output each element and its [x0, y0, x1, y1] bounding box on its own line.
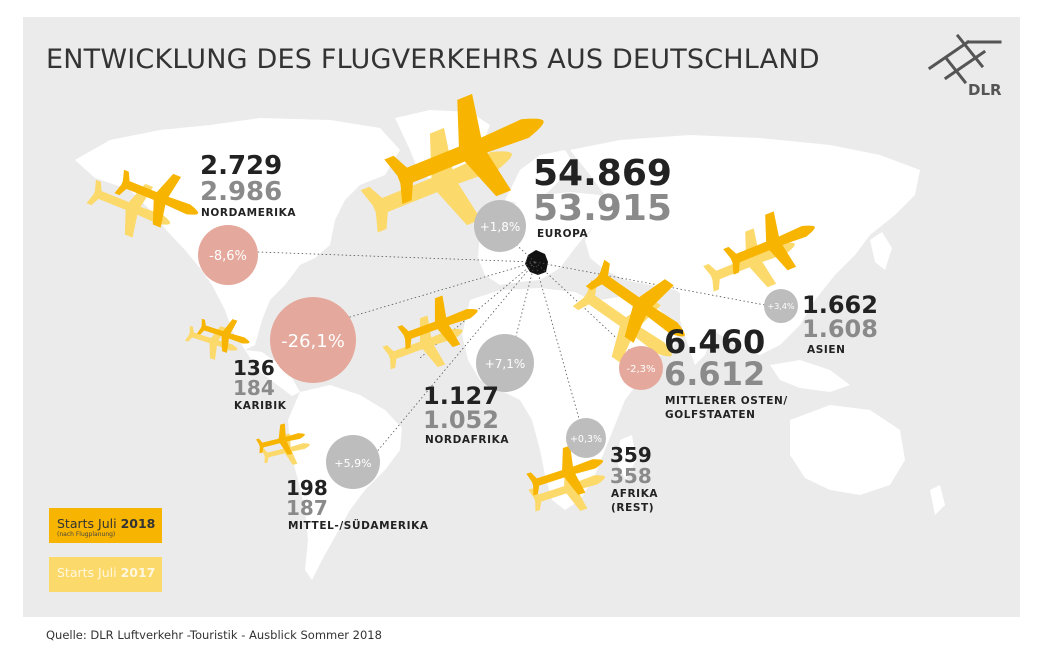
value-2018-europa: 54.869 — [533, 153, 672, 194]
label-afrika-rest-line1: AFRIKA — [611, 488, 658, 500]
legend-2018-note: (nach Flugplanung) — [57, 531, 116, 538]
change-circle-mittel-suedamerika — [326, 435, 380, 489]
dlr-logo — [927, 33, 1002, 85]
value-2017-nordafrika: 1.052 — [423, 406, 499, 434]
value-2018-nordafrika: 1.127 — [423, 382, 499, 410]
label-nordamerika: NORDAMERIKA — [201, 207, 296, 219]
change-circle-afrika-rest — [566, 418, 606, 458]
continent-asia — [570, 135, 920, 355]
value-2017-nordamerika: 2.986 — [200, 177, 282, 207]
source-note: Quelle: DLR Luftverkehr -Touristik - Aus… — [46, 628, 382, 642]
legend-2018: Starts Juli 2018 (nach Flugplanung) — [49, 508, 162, 543]
value-2017-mittel-suedamerika: 187 — [286, 496, 328, 520]
continent-scandinavia — [505, 150, 575, 205]
change-circle-nordafrika — [476, 334, 534, 392]
label-mittlerer-osten-line1: MITTLERER OSTEN/ — [665, 395, 788, 407]
change-label-afrika-rest: +0,3% — [570, 434, 602, 445]
change-label-europa: +1,8% — [480, 220, 521, 234]
continent-india — [680, 290, 720, 365]
legend-2018-year: 2018 — [120, 516, 156, 531]
page-title: ENTWICKLUNG DES FLUGVERKEHRS AUS DEUTSCH… — [46, 44, 820, 75]
label-mittel-suedamerika: MITTEL-/SÜDAMERIKA — [288, 518, 429, 532]
legend-2017-label: Starts Juli 2017 — [57, 565, 155, 580]
change-circle-europa — [474, 200, 526, 252]
continent-se-asia — [770, 360, 850, 392]
value-2017-europa: 53.915 — [533, 188, 672, 229]
legend-2017: Starts Juli 2017 — [49, 557, 162, 592]
change-circle-karibik — [270, 297, 356, 383]
value-2017-mittlerer-osten: 6.612 — [664, 355, 765, 393]
value-2018-asien: 1.662 — [802, 291, 878, 319]
label-nordafrika: NORDAFRIKA — [425, 434, 509, 446]
change-label-karibik: -26,1% — [281, 331, 345, 352]
dlr-logo-text: DLR — [968, 81, 1002, 99]
continent-madagascar — [618, 435, 636, 480]
value-2017-asien: 1.608 — [802, 315, 878, 343]
change-label-nordamerika: -8,6% — [209, 249, 247, 264]
value-2017-afrika-rest: 358 — [610, 464, 652, 488]
label-europa: EUROPA — [537, 228, 588, 240]
change-label-mittel-suedamerika: +5,9% — [334, 457, 371, 470]
value-2018-nordamerika: 2.729 — [200, 151, 282, 181]
change-circle-asien — [764, 289, 798, 323]
continent-central-america — [245, 350, 300, 396]
continent-new-zealand — [930, 485, 945, 515]
legend-2017-year: 2017 — [120, 565, 156, 580]
germany-marker — [525, 250, 548, 275]
change-label-asien: +3,4% — [767, 302, 794, 311]
legend-2017-prefix: Starts Juli — [57, 565, 121, 580]
legend-2018-label: Starts Juli 2018 — [57, 516, 155, 531]
change-circle-nordamerika — [198, 225, 258, 285]
continent-japan — [870, 232, 892, 270]
value-2017-karibik: 184 — [233, 376, 275, 400]
change-label-mittlerer-osten: -2,3% — [626, 364, 655, 375]
change-label-nordafrika: +7,1% — [485, 357, 526, 371]
change-circle-mittlerer-osten — [619, 346, 663, 390]
legend-2018-prefix: Starts Juli — [57, 516, 121, 531]
label-mittlerer-osten-line2: GOLFSTAATEN — [665, 409, 755, 421]
value-2018-afrika-rest: 359 — [610, 443, 652, 467]
label-afrika-rest-line2: (REST) — [611, 502, 654, 514]
value-2018-karibik: 136 — [233, 356, 275, 380]
continent-australia — [790, 405, 905, 495]
label-asien: ASIEN — [807, 344, 846, 356]
label-karibik: KARIBIK — [234, 400, 287, 412]
value-2018-mittel-suedamerika: 198 — [286, 476, 328, 500]
value-2018-mittlerer-osten: 6.460 — [664, 323, 765, 361]
